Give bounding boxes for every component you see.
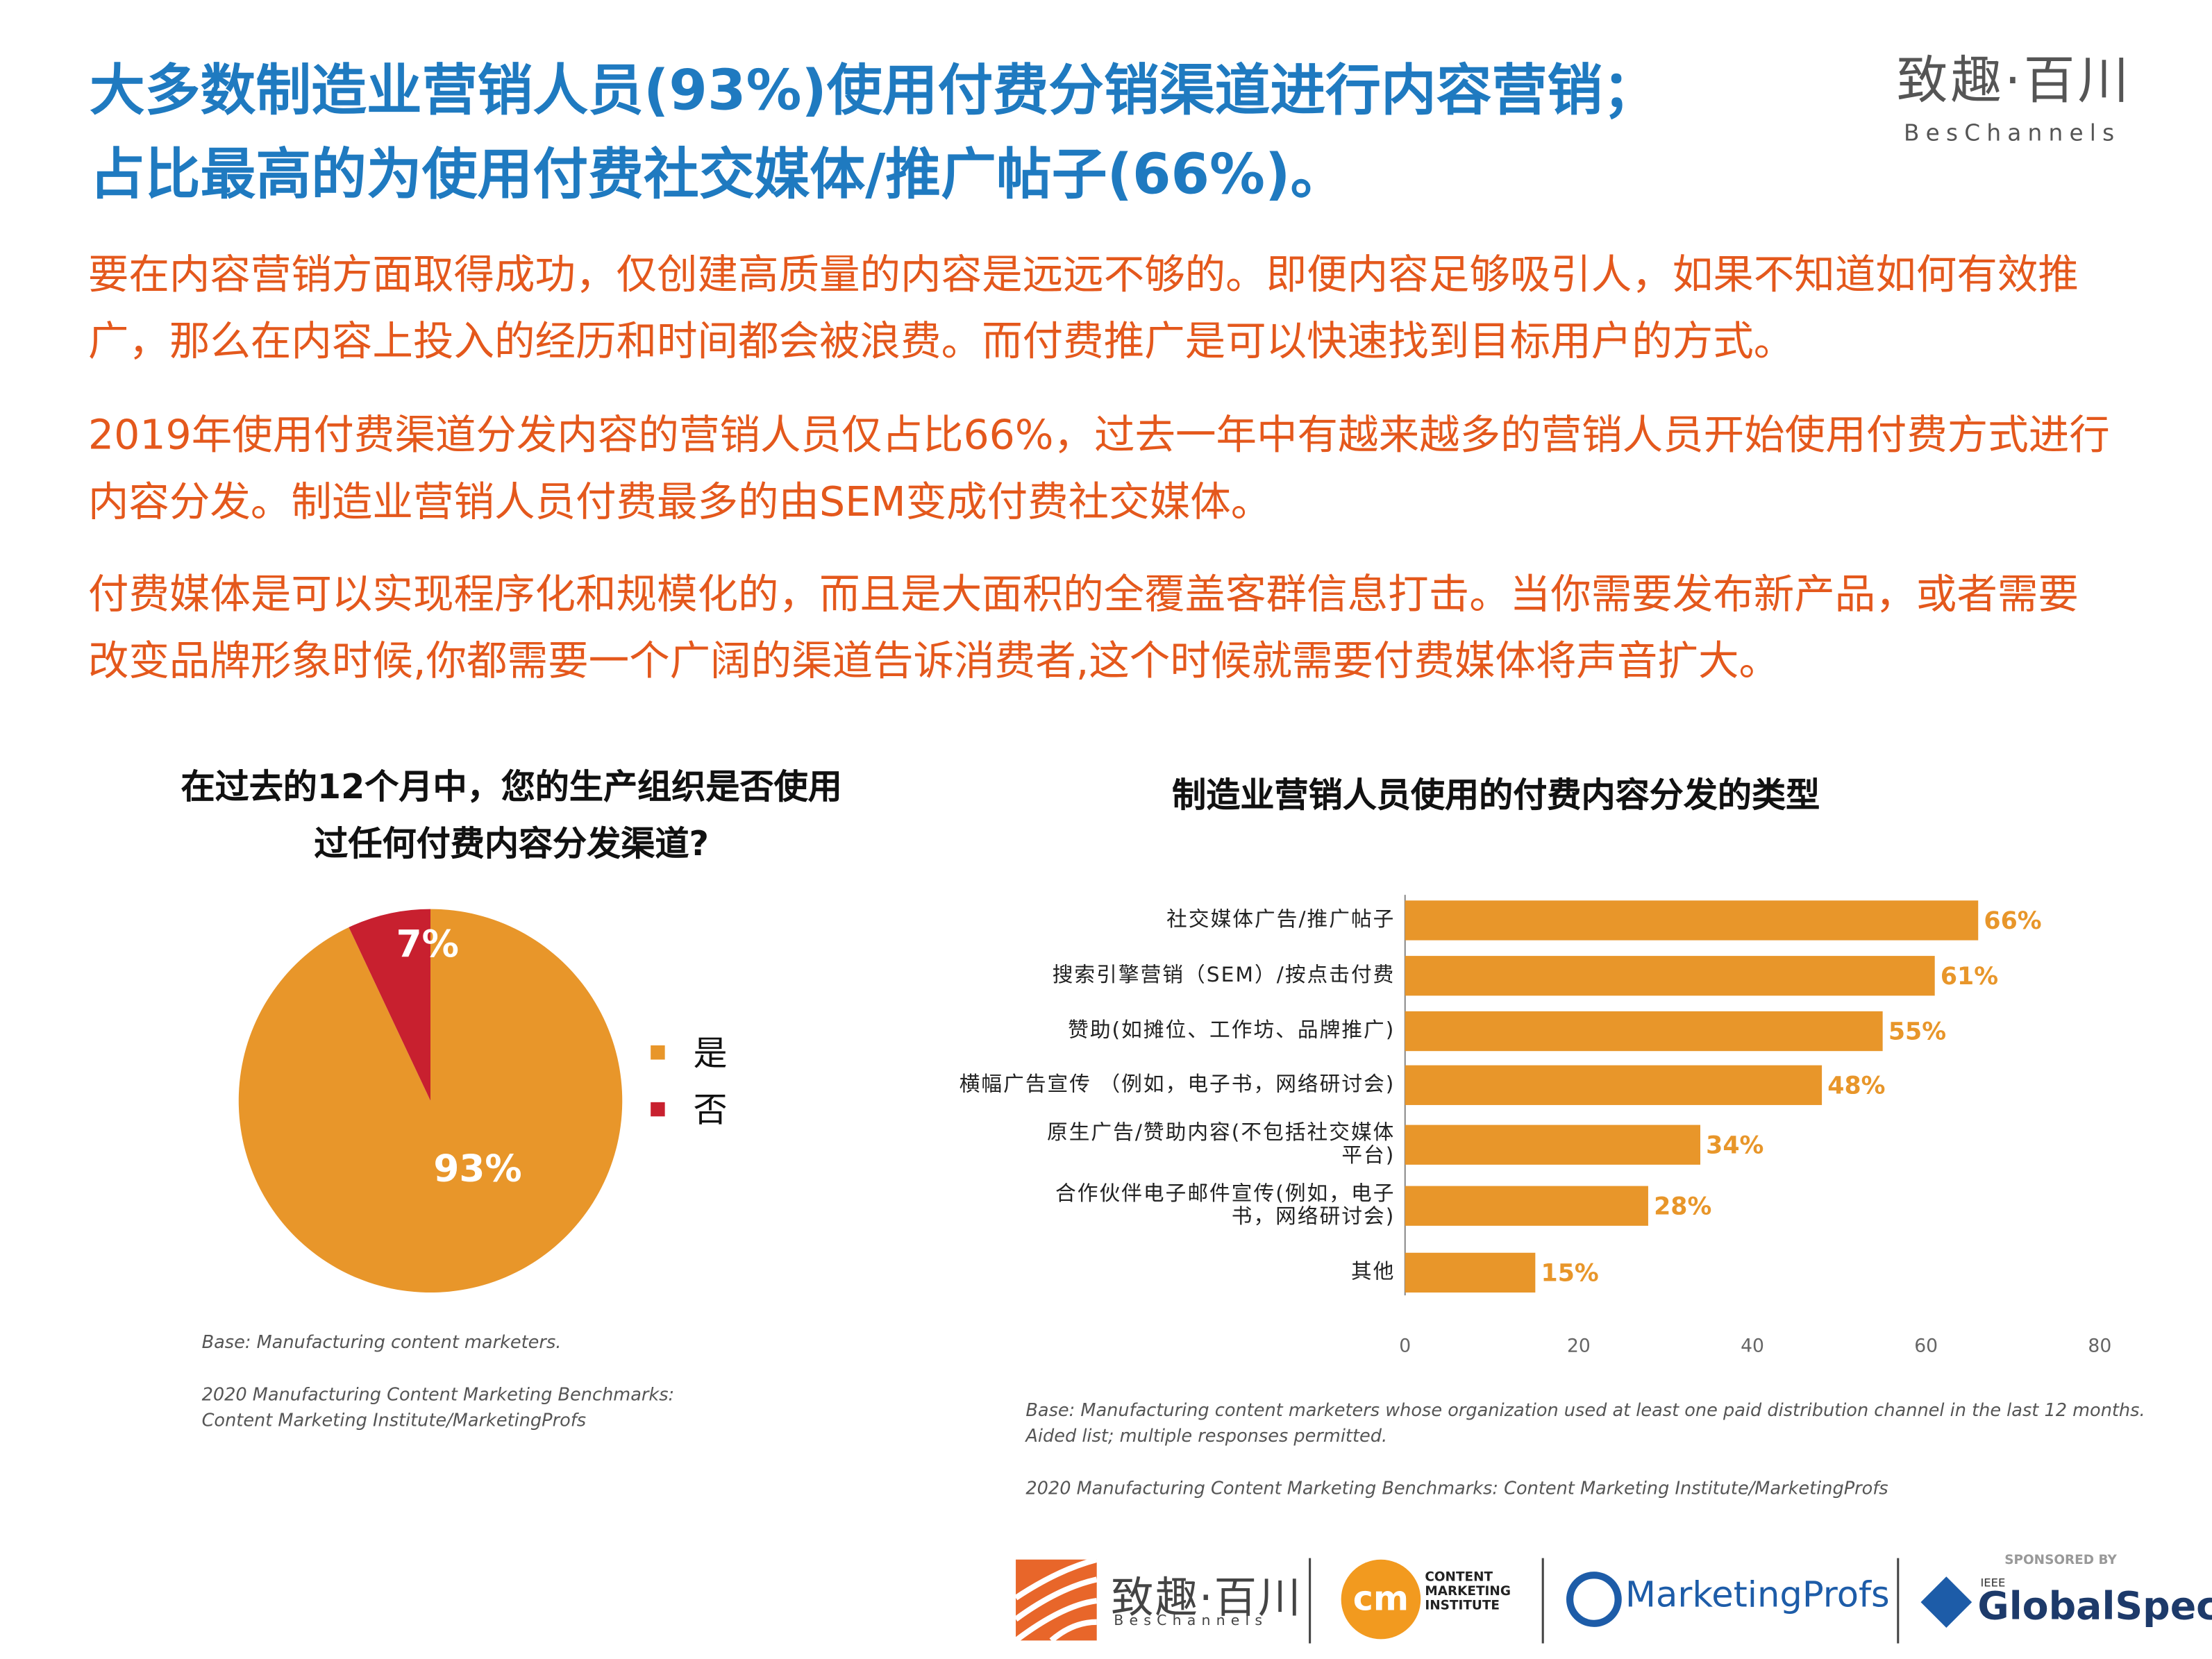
x-tick-label: 0 [1399, 1335, 1411, 1356]
footer-cmi: CONTENT MARKETING INSTITUTE [1425, 1571, 1511, 1614]
y-tick-label: 横幅广告宣传 （例如，电子书，网络研讨会) [959, 1073, 1396, 1097]
cmi-icon [1341, 1559, 1421, 1640]
x-tick-label: 60 [1914, 1335, 1938, 1356]
pie-slice [238, 909, 623, 1293]
value-label: 28% [1654, 1193, 1711, 1220]
mprofs-icon [1566, 1572, 1622, 1627]
y-tick-label: 其他 [1350, 1261, 1396, 1284]
logo-sub: BesChannels [1903, 119, 2121, 146]
bar [1405, 1186, 1648, 1226]
logo-name: 致趣·百川 [1896, 52, 2132, 111]
value-label: 7% [396, 923, 459, 966]
pie-title: 在过去的12个月中，您的生产组织是否使用 过任何付费内容分发渠道? [181, 766, 842, 864]
y-tick-label: 搜索引擎营销（SEM）/按点击付费 [1052, 964, 1396, 988]
value-label: 93% [433, 1147, 521, 1190]
bar [1405, 1125, 1700, 1165]
x-tick-label: 80 [2088, 1335, 2111, 1356]
title-line: 大多数制造业营销人员(93%)使用付费分销渠道进行内容营销； [89, 59, 1658, 124]
bar [1405, 1252, 1536, 1293]
value-label: 34% [1706, 1131, 1763, 1159]
bar [1405, 1011, 1883, 1052]
legend-swatch [651, 1102, 665, 1117]
globalspec-icon [1920, 1576, 1972, 1628]
paragraph: 付费媒体是可以实现程序化和规模化的，而且是大面积的全覆盖客群信息打击。当你需要发… [87, 569, 2079, 685]
bar [1405, 1065, 1823, 1105]
y-tick-label: 原生广告/赞助内容(不包括社交媒体 平台) [1046, 1122, 1396, 1168]
x-tick-label: 20 [1567, 1335, 1591, 1356]
y-tick-label: 社交媒体广告/推广帖子 [1166, 909, 1396, 932]
legend-label: 是 [694, 1033, 728, 1073]
footer-sponsored: SPONSORED BY [2004, 1553, 2117, 1569]
pie-source: 2020 Manufacturing Content Marketing Ben… [201, 1383, 675, 1431]
y-tick-label: 赞助(如摊位、工作坊、品牌推广) [1068, 1020, 1396, 1043]
bar-title: 制造业营销人员使用的付费内容分发的类型 [1172, 775, 1820, 816]
paragraph: 要在内容营销方面取得成功，仅创建高质量的内容是远远不够的。即便内容足够吸引人，如… [87, 250, 2079, 365]
paragraph: 2019年使用付费渠道分发内容的营销人员仅占比66%，过去一年中有越来越多的营销… [87, 410, 2110, 526]
bar-source: 2020 Manufacturing Content Marketing Ben… [1025, 1477, 1888, 1499]
bar [1405, 900, 1979, 941]
footer-beschannels: 致趣·百川 [1111, 1574, 1302, 1624]
value-label: 48% [1827, 1072, 1885, 1100]
footer-beschannels-sub: BesChannels [1114, 1613, 1268, 1629]
value-label: 55% [1888, 1018, 1946, 1046]
value-label: 66% [1984, 907, 2041, 935]
pie-note: Base: Manufacturing content marketers. [201, 1331, 562, 1352]
bar-note: Base: Manufacturing content marketers wh… [1025, 1399, 2145, 1447]
legend-swatch [651, 1045, 665, 1060]
legend-label: 否 [694, 1090, 728, 1130]
footer-mprofs: MarketingProfs [1625, 1574, 1890, 1615]
cmi-icon-text: cm [1353, 1578, 1409, 1619]
pie-slice [349, 909, 431, 1101]
footer-globalspec: GlobalSpec [1977, 1585, 2212, 1629]
footer-ieee: IEEE [1980, 1576, 2006, 1590]
beschannels-icon [1014, 1556, 1098, 1643]
x-tick-label: 40 [1741, 1335, 1764, 1356]
value-label: 15% [1541, 1259, 1599, 1287]
y-tick-label: 合作伙伴电子邮件宣传(例如，电子 书，网络研讨会) [1055, 1183, 1396, 1229]
value-label: 61% [1941, 963, 1998, 991]
title-line: 占比最高的为使用付费社交媒体/推广帖子(66%)。 [89, 143, 1346, 208]
bar [1405, 956, 1935, 996]
